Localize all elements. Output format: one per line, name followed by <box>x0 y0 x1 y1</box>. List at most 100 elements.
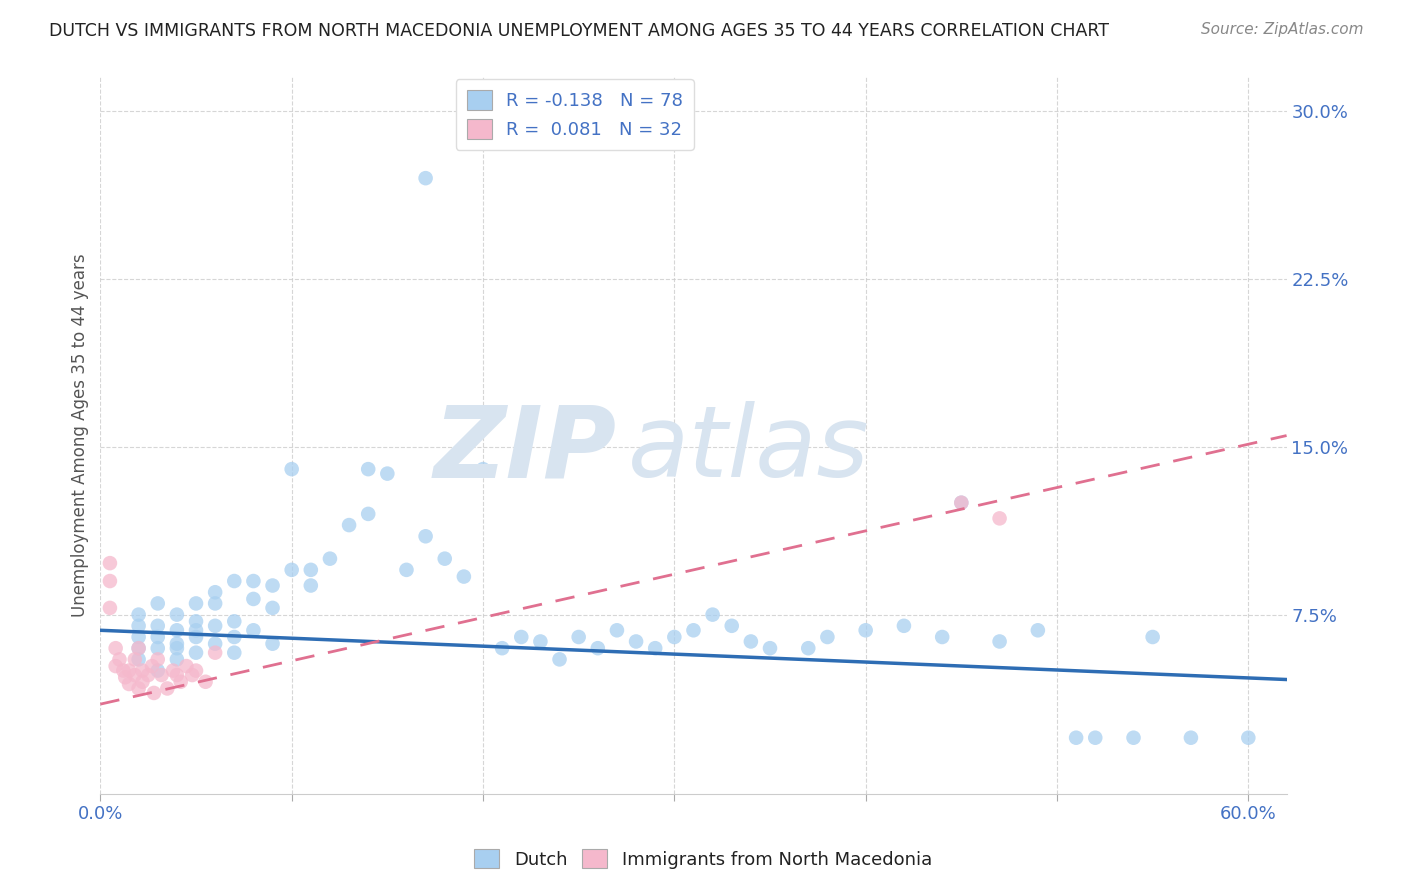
Point <box>357 507 380 521</box>
Point <box>141 659 163 673</box>
Point <box>1026 624 1049 638</box>
Point <box>104 641 127 656</box>
Point <box>156 681 179 696</box>
Legend: R = -0.138   N = 78, R =  0.081   N = 32: R = -0.138 N = 78, R = 0.081 N = 32 <box>456 79 695 150</box>
Point <box>1084 731 1107 745</box>
Point <box>337 518 360 533</box>
Point <box>453 569 475 583</box>
Point <box>415 171 437 186</box>
Point <box>224 630 246 644</box>
Point <box>124 668 146 682</box>
Point <box>682 624 704 638</box>
Point <box>931 630 953 644</box>
Text: Source: ZipAtlas.com: Source: ZipAtlas.com <box>1201 22 1364 37</box>
Point <box>131 664 153 678</box>
Point <box>104 659 127 673</box>
Point <box>491 641 513 656</box>
Point <box>262 637 284 651</box>
Point <box>1237 731 1260 745</box>
Point <box>950 496 973 510</box>
Point <box>184 624 207 638</box>
Point <box>128 607 150 622</box>
Point <box>548 652 571 666</box>
Point <box>146 596 169 610</box>
Point <box>797 641 820 656</box>
Text: atlas: atlas <box>628 401 870 499</box>
Point <box>142 686 165 700</box>
Point <box>108 652 131 666</box>
Point <box>586 641 609 656</box>
Point <box>128 619 150 633</box>
Point <box>740 634 762 648</box>
Point <box>262 578 284 592</box>
Point <box>988 634 1011 648</box>
Point <box>184 646 207 660</box>
Point <box>166 624 188 638</box>
Point <box>319 551 342 566</box>
Point <box>855 624 877 638</box>
Point <box>162 664 184 678</box>
Point <box>375 467 398 481</box>
Point <box>128 641 150 656</box>
Point <box>98 574 121 588</box>
Point <box>395 563 418 577</box>
Point <box>262 601 284 615</box>
Point <box>118 677 141 691</box>
Point <box>624 634 647 648</box>
Point <box>128 652 150 666</box>
Point <box>170 674 193 689</box>
Point <box>181 668 204 682</box>
Point <box>204 596 226 610</box>
Point <box>472 462 495 476</box>
Point <box>118 664 141 678</box>
Point <box>184 664 207 678</box>
Point <box>280 462 302 476</box>
Point <box>242 624 264 638</box>
Point <box>184 615 207 629</box>
Point <box>815 630 838 644</box>
Point <box>194 674 217 689</box>
Point <box>1180 731 1202 745</box>
Point <box>131 674 153 689</box>
Point <box>124 652 146 666</box>
Point <box>146 641 169 656</box>
Point <box>299 563 322 577</box>
Point <box>433 551 456 566</box>
Point <box>529 634 551 648</box>
Point <box>893 619 915 633</box>
Point <box>98 556 121 570</box>
Point <box>184 630 207 644</box>
Point <box>166 668 188 682</box>
Point <box>146 619 169 633</box>
Point <box>224 574 246 588</box>
Point <box>136 668 159 682</box>
Point <box>204 637 226 651</box>
Point <box>98 601 121 615</box>
Point <box>184 596 207 610</box>
Point <box>644 641 666 656</box>
Point <box>759 641 782 656</box>
Legend: Dutch, Immigrants from North Macedonia: Dutch, Immigrants from North Macedonia <box>467 842 939 876</box>
Point <box>112 664 135 678</box>
Point <box>166 652 188 666</box>
Point <box>606 624 628 638</box>
Point <box>166 607 188 622</box>
Point <box>114 670 136 684</box>
Point <box>146 664 169 678</box>
Point <box>150 668 173 682</box>
Point <box>568 630 591 644</box>
Point <box>1064 731 1087 745</box>
Point <box>664 630 686 644</box>
Point <box>224 615 246 629</box>
Point <box>242 591 264 606</box>
Point <box>299 578 322 592</box>
Point <box>224 646 246 660</box>
Point <box>166 637 188 651</box>
Point <box>280 563 302 577</box>
Text: ZIP: ZIP <box>433 401 616 499</box>
Point <box>415 529 437 543</box>
Point <box>166 641 188 656</box>
Point <box>176 659 198 673</box>
Point <box>1142 630 1164 644</box>
Point <box>204 585 226 599</box>
